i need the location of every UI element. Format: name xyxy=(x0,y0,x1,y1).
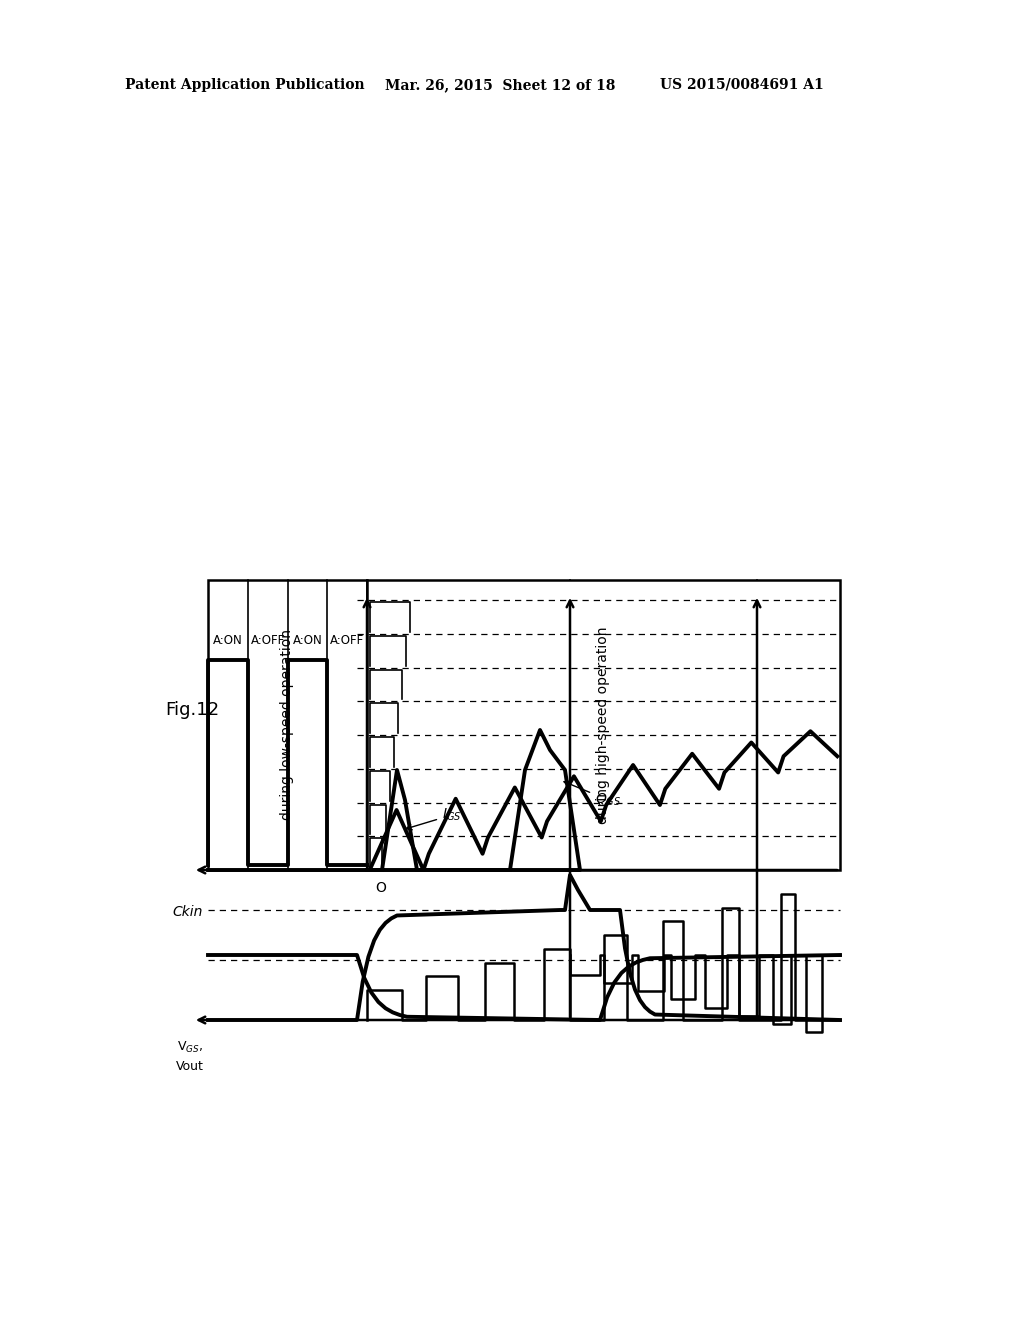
Text: $Q_{GS}$: $Q_{GS}$ xyxy=(564,781,622,808)
Bar xyxy=(367,579,840,870)
Text: Patent Application Publication: Patent Application Publication xyxy=(125,78,365,92)
Bar xyxy=(208,579,367,870)
Text: A:OFF: A:OFF xyxy=(251,634,285,647)
Text: during low-speed operation: during low-speed operation xyxy=(281,630,295,821)
Text: A:ON: A:ON xyxy=(213,634,243,647)
Text: Fig.12: Fig.12 xyxy=(165,701,219,719)
Text: A:ON: A:ON xyxy=(293,634,323,647)
Text: Mar. 26, 2015  Sheet 12 of 18: Mar. 26, 2015 Sheet 12 of 18 xyxy=(385,78,615,92)
Text: Ckin: Ckin xyxy=(173,906,203,919)
Text: V$_{GS}$,: V$_{GS}$, xyxy=(177,1040,203,1055)
Text: O: O xyxy=(375,880,386,895)
Text: $I_{GS}$: $I_{GS}$ xyxy=(407,807,462,830)
Text: US 2015/0084691 A1: US 2015/0084691 A1 xyxy=(660,78,823,92)
Text: during high-speed operation: during high-speed operation xyxy=(597,626,610,824)
Text: A:OFF: A:OFF xyxy=(330,634,365,647)
Text: Vout: Vout xyxy=(176,1060,204,1073)
